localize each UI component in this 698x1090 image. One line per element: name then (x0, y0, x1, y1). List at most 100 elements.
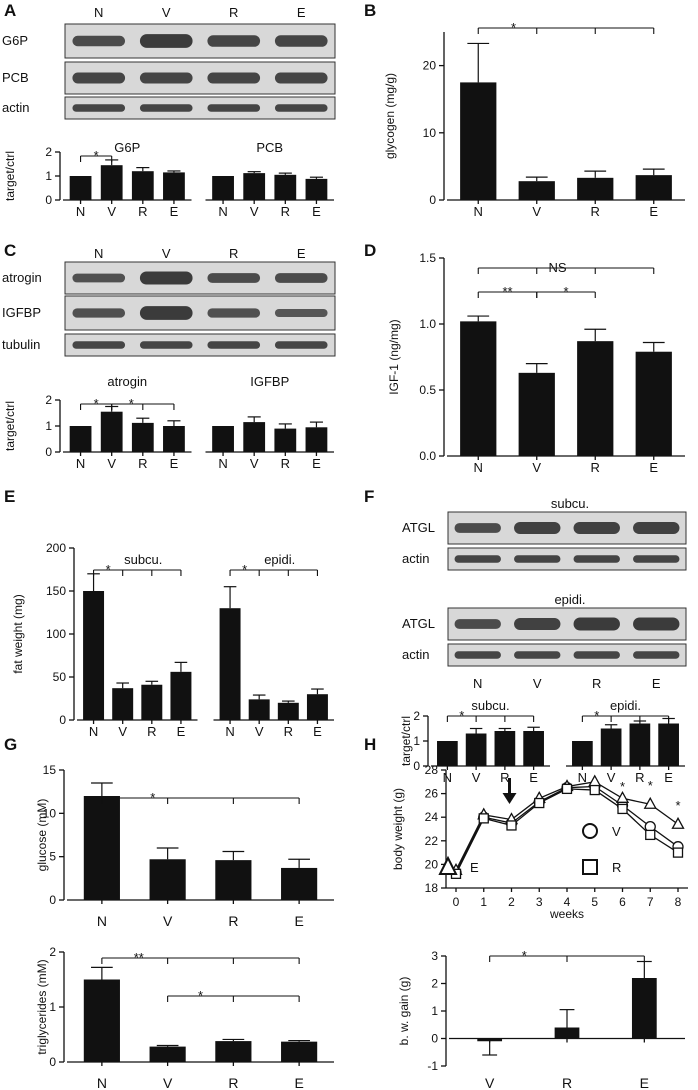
d-chart-x-tick-label-r: R (591, 460, 600, 475)
b-chart-y-tick-label: 10 (423, 126, 437, 140)
f-chart-bar-r (494, 731, 516, 766)
c-sig2-label: * (129, 396, 134, 411)
h-line-sig-2: * (675, 798, 680, 813)
h-bar-x-tick-label-v: V (485, 1075, 495, 1090)
f-sig1-label: * (459, 708, 464, 723)
g2-chart-x-tick-label-n: N (97, 1075, 107, 1090)
h-point-e (643, 796, 657, 809)
f-chart-y-label: target/ctrl (399, 716, 413, 766)
e-chart-x-tick-label-v: V (118, 724, 127, 739)
blot-band (139, 341, 193, 349)
h-legend-marker-e (438, 855, 458, 875)
g1-chart-bar-e (281, 867, 318, 900)
h-line-x-tick-label: 0 (453, 895, 460, 909)
h-legend-label-v: V (612, 824, 621, 839)
f-chart-x-tick-label-n: N (443, 770, 452, 785)
a-chart-bar-r (131, 171, 154, 200)
d-sig3-label: * (563, 284, 568, 299)
c-chart-x-tick-label-n: N (76, 456, 85, 471)
b-chart-y-label: glycogen (mg/g) (383, 73, 397, 159)
a-chart-group-title: PCB (256, 140, 283, 155)
blot-label-atgl: ATGL (402, 616, 435, 631)
e-chart-y-tick-label: 100 (46, 627, 66, 641)
panel-label-g: G (4, 735, 17, 754)
d-chart-x-tick-label-e: E (649, 460, 658, 475)
lane-label-n: N (94, 246, 103, 261)
d-chart-bar-e (635, 351, 672, 456)
g1-chart-y-tick-label: 10 (43, 806, 57, 820)
h-point-r (506, 820, 517, 831)
panel-label-d: D (364, 241, 376, 260)
h-point-r (617, 803, 628, 815)
blot-band (454, 523, 501, 533)
d-chart-y-tick-label: 1.0 (419, 317, 436, 331)
e-chart-x-tick-label-e: E (313, 724, 322, 739)
h-bar-y-tick-label: 0 (431, 1032, 438, 1046)
panel-label-c: C (4, 241, 16, 260)
f-chart-bar-n (437, 741, 458, 766)
f-chart-group-title: subcu. (471, 698, 509, 713)
a-chart-y-tick-label: 1 (45, 169, 52, 183)
g2-sig2-label: * (198, 988, 203, 1003)
c-chart-bar-e (163, 426, 185, 452)
d-chart-x-tick-label-n: N (474, 460, 483, 475)
g1-chart-y-label: glucose (mM) (35, 799, 49, 872)
blot-band (274, 35, 328, 47)
a-chart-x-tick-label-e: E (170, 204, 179, 219)
h-legend-marker-v (582, 823, 598, 839)
c-chart-x-tick-label-r: R (281, 456, 290, 471)
h-line-x-tick-label: 2 (508, 895, 515, 909)
blot-label-g6p: G6P (2, 33, 28, 48)
e-chart-x-tick-label-v: V (255, 724, 264, 739)
c-chart-x-tick-label-n: N (218, 456, 227, 471)
blot-band (72, 273, 126, 283)
h-bar-y-tick-label: 2 (431, 977, 438, 991)
h-line-y-tick-label: 20 (425, 857, 439, 871)
blot-band (207, 104, 261, 112)
blot-band (633, 555, 680, 563)
h-bar-sig-label: * (522, 948, 527, 963)
e-chart-bar-v (248, 699, 270, 720)
c-chart-y-tick-label: 0 (45, 445, 52, 459)
e-chart-bar-n (83, 591, 105, 720)
g2-chart-y-tick-label: 2 (49, 945, 56, 959)
a-chart-x-tick-label-e: E (312, 204, 321, 219)
g2-chart-bar-r (215, 1041, 252, 1062)
c-chart-x-tick-label-r: R (138, 456, 147, 471)
f-chart-bar-r (629, 723, 651, 766)
blot-band (633, 522, 680, 534)
c-chart-x-tick-label-v: V (107, 456, 116, 471)
blot-band (139, 72, 193, 84)
c-chart-bar-r (274, 428, 297, 452)
c-chart-x-tick-label-v: V (250, 456, 259, 471)
blot-frame (64, 96, 336, 120)
c-chart-bar-v (100, 411, 123, 452)
b-chart-y-tick-label: 0 (429, 193, 436, 207)
c-chart-x-tick-label-e: E (312, 456, 321, 471)
g1-chart-bar-v (149, 859, 186, 900)
blot-frame (64, 333, 336, 357)
blot-band (274, 308, 328, 318)
a-chart-x-tick-label-n: N (76, 204, 85, 219)
d-chart-x-tick-label-v: V (532, 460, 541, 475)
c-chart-bar-n (69, 426, 92, 452)
g1-chart-y-tick-label: 15 (43, 763, 57, 777)
d-chart-y-tick-label: 1.5 (419, 251, 436, 265)
h-point-e (671, 816, 685, 829)
g1-chart-y-tick-label: 5 (49, 850, 56, 864)
h-line-x-tick-label: 7 (647, 895, 654, 909)
e-chart-bar-e (170, 671, 192, 720)
h-line-x-tick-label: 6 (619, 895, 626, 909)
f-sig2-label: * (594, 708, 599, 723)
g1-chart-x-tick-label-e: E (294, 913, 303, 929)
d-chart-bar-v (518, 372, 555, 456)
blot-band (72, 104, 126, 112)
lane-label-r: R (229, 246, 238, 261)
c-chart-bar-r (131, 422, 154, 452)
f-chart-x-tick-label-v: V (472, 770, 481, 785)
h-line-y-tick-label: 28 (425, 763, 439, 777)
f-chart-x-tick-label-n: N (578, 770, 587, 785)
f-chart-bar-n (572, 741, 593, 766)
b-chart-bar-e (635, 175, 672, 200)
blot-band (72, 308, 126, 318)
